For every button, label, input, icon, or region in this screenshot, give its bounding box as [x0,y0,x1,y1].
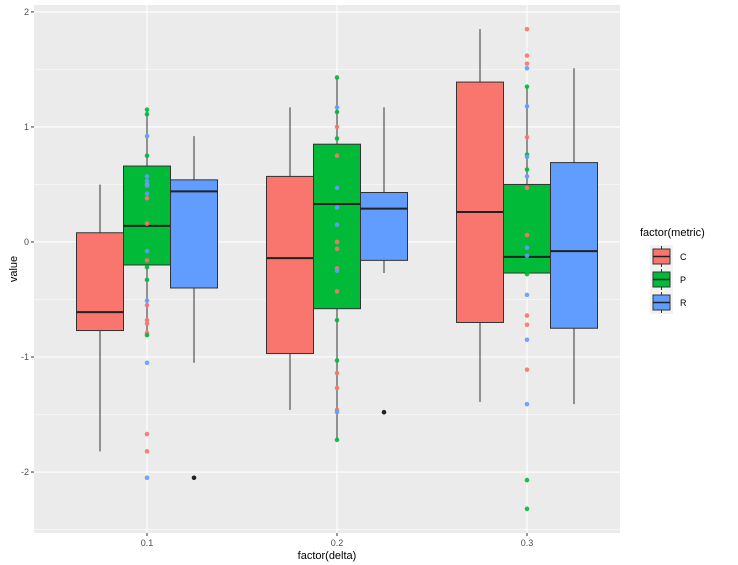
data-point-C [144,221,150,226]
box-C [456,81,504,323]
data-point-R [334,222,340,228]
data-point-R [144,298,150,303]
data-point-R [334,205,340,210]
y-tick-label: 2 [24,7,29,17]
x-axis-label: factor(delta) [298,550,357,562]
box-C [266,175,314,355]
legend-label-C: C [680,252,687,262]
data-point-C [144,317,150,323]
data-point-C [334,153,340,158]
data-point-R [524,292,530,298]
y-tick-label: -2 [21,467,29,477]
data-point-P [144,332,150,338]
outlier-point [191,475,197,481]
x-tick-label: 0.1 [141,538,154,548]
data-point-R [144,191,150,196]
y-axis-label: value [8,256,20,282]
data-point-C [524,322,530,328]
data-point-R [334,268,340,274]
box-P [503,183,551,274]
data-point-P [524,506,530,512]
data-point-R [144,133,150,139]
data-point-C [524,232,530,238]
data-point-C [524,185,530,191]
data-point-C [334,124,340,130]
data-point-R [524,154,530,160]
data-point-C [524,61,530,66]
data-point-R [524,174,530,179]
data-point-P [524,167,530,172]
data-point-R [334,185,340,191]
data-point-C [524,26,530,32]
data-point-P [334,136,340,141]
data-point-C [334,385,340,391]
legend-label-R: R [680,298,687,308]
y-tick-label: 0 [24,237,29,247]
data-point-C [524,367,530,372]
data-point-C [334,246,340,252]
data-point-C [144,195,150,201]
data-point-C [144,321,150,326]
box-R [170,179,218,289]
y-tick-label: -1 [21,352,29,362]
data-point-P [144,264,150,270]
data-point-P [144,107,150,112]
data-point-R [524,103,530,109]
data-point-R [524,401,530,407]
x-tick-label: 0.2 [331,538,344,548]
data-point-C [144,258,150,263]
box-C [76,232,124,332]
data-point-P [334,109,340,115]
data-point-P [524,477,530,483]
data-point-R [524,337,530,343]
data-point-C [144,449,150,454]
data-point-P [524,84,530,89]
data-point-C [524,53,530,58]
data-point-R [524,65,530,71]
data-point-P [144,111,150,117]
data-point-R [334,409,340,415]
legend: factor(metric) C P R [640,227,705,314]
data-point-R [144,475,150,481]
legend-label-P: P [680,275,686,285]
x-tick-label: 0.3 [521,538,534,548]
data-point-C [524,313,530,318]
data-point-P [334,317,340,323]
data-point-R [524,245,530,251]
data-point-C [144,302,150,308]
data-point-P [334,358,340,363]
data-point-P [144,277,150,283]
data-point-C [334,289,340,294]
y-tick-label: 1 [24,122,29,132]
data-point-R [334,105,340,110]
data-point-R [144,178,150,184]
data-point-P [524,271,530,277]
data-point-C [524,134,530,140]
data-point-R [144,248,150,254]
data-point-R [144,174,150,179]
data-point-C [334,239,340,245]
data-point-P [334,75,340,80]
data-point-R [524,253,530,259]
box-R [550,162,598,329]
data-point-R [144,183,150,188]
data-point-C [334,370,340,376]
data-point-R [144,360,150,366]
data-point-C [144,431,150,437]
data-point-P [144,153,150,158]
box-R [360,192,408,261]
data-point-P [334,437,340,443]
outlier-point [381,409,387,415]
legend-title: factor(metric) [640,227,705,239]
